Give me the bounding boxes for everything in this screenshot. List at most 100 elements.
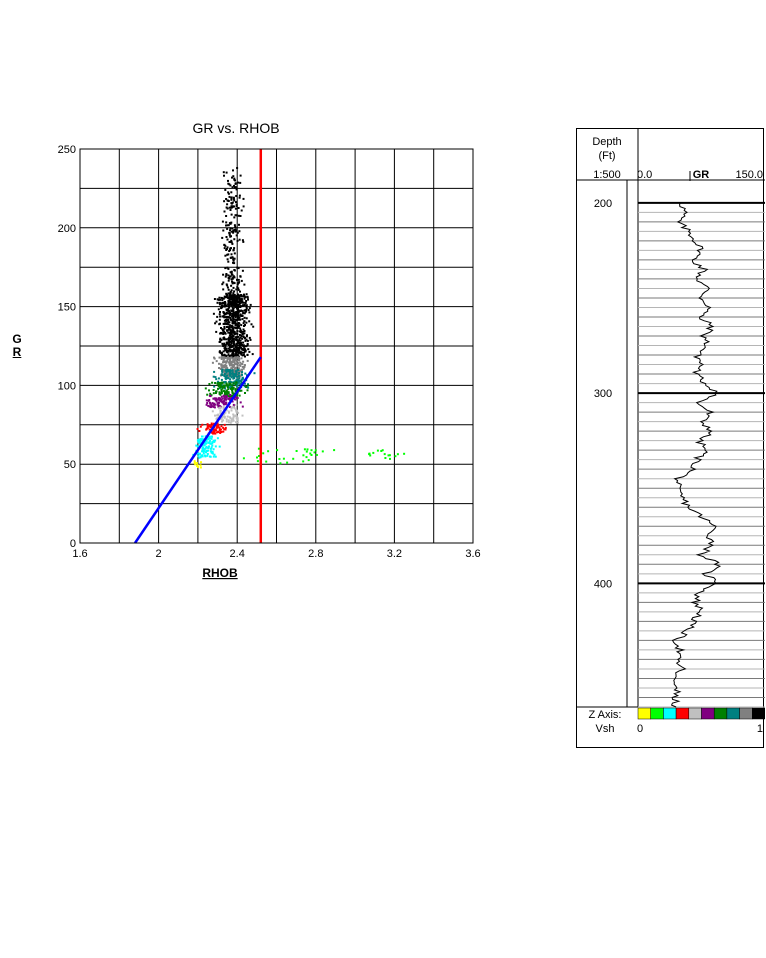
data-point: [224, 349, 227, 352]
data-point: [228, 306, 231, 309]
data-point: [212, 375, 215, 378]
data-point: [232, 377, 235, 380]
data-point: [237, 326, 240, 329]
data-point: [232, 294, 235, 297]
data-point: [243, 316, 246, 319]
gr-curve: [670, 202, 722, 708]
data-point: [231, 299, 234, 302]
zaxis-color-swatch: [663, 707, 677, 720]
data-point: [226, 368, 229, 371]
data-point: [240, 324, 243, 327]
zaxis-min-label: 0: [637, 723, 643, 735]
data-point: [231, 306, 234, 309]
data-point: [226, 294, 229, 297]
data-point: [232, 292, 235, 295]
data-point: [223, 393, 226, 396]
data-point: [224, 332, 227, 335]
data-point: [227, 224, 230, 227]
data-point: [218, 362, 220, 365]
data-point: [227, 274, 230, 277]
data-point: [219, 298, 222, 301]
data-point: [238, 295, 241, 298]
data-point: [209, 402, 212, 405]
data-point: [235, 312, 238, 315]
data-point: [232, 276, 235, 278]
plot-grid: [80, 149, 473, 543]
y-tick-label: 250: [58, 144, 76, 156]
data-point: [234, 398, 237, 401]
data-point: [234, 324, 237, 327]
data-point: [220, 395, 223, 398]
data-point: [235, 410, 238, 413]
data-point: [239, 361, 242, 364]
data-point: [228, 343, 231, 346]
data-point: [226, 356, 229, 358]
data-point: [226, 227, 229, 230]
data-point: [223, 428, 226, 431]
zaxis-color-swatch: [726, 707, 740, 720]
data-point: [220, 417, 223, 420]
data-point: [226, 238, 229, 241]
data-point: [210, 437, 213, 440]
data-point: [236, 294, 239, 297]
data-point: [236, 286, 239, 289]
data-point: [214, 322, 217, 325]
data-point: [238, 351, 241, 354]
data-point: [248, 311, 251, 314]
data-point: [227, 419, 230, 422]
data-point: [234, 296, 237, 298]
data-point: [206, 423, 209, 426]
data-point: [403, 452, 406, 455]
data-point: [230, 418, 233, 421]
data-point: [229, 371, 231, 374]
data-point: [237, 214, 240, 217]
data-point: [307, 459, 310, 462]
data-point: [234, 318, 237, 321]
data-point: [216, 403, 219, 406]
data-point: [237, 411, 240, 414]
data-point: [243, 297, 246, 300]
data-point: [220, 428, 222, 431]
data-point: [231, 256, 234, 259]
data-point: [257, 447, 260, 450]
data-point: [234, 313, 237, 316]
data-point: [237, 368, 240, 371]
data-point: [233, 199, 236, 202]
data-point: [242, 367, 245, 370]
data-point: [224, 411, 227, 414]
data-point: [195, 462, 198, 465]
data-point: [237, 355, 240, 358]
data-point: [225, 347, 228, 350]
data-point: [211, 431, 213, 434]
series-yellow: [193, 460, 202, 469]
data-point: [235, 311, 238, 313]
data-point: [225, 198, 228, 200]
data-point: [227, 200, 230, 202]
data-point: [227, 312, 230, 315]
data-point: [242, 205, 245, 208]
data-point: [228, 398, 231, 401]
data-point: [232, 315, 235, 318]
data-point: [232, 310, 235, 312]
data-point: [236, 332, 239, 335]
data-point: [217, 383, 220, 386]
data-point: [242, 354, 245, 356]
data-point: [206, 402, 209, 404]
data-point: [233, 340, 236, 343]
data-point: [235, 380, 237, 383]
data-point: [236, 421, 239, 424]
data-point: [221, 236, 224, 239]
data-point: [228, 416, 231, 419]
data-point: [223, 371, 226, 374]
data-point: [241, 330, 244, 333]
data-point: [208, 383, 211, 385]
data-point: [233, 247, 236, 250]
data-point: [228, 336, 231, 339]
data-point: [237, 309, 240, 312]
data-point: [214, 382, 217, 384]
data-point: [229, 364, 231, 367]
data-point: [241, 405, 244, 408]
data-point: [250, 323, 253, 326]
data-point: [232, 341, 235, 344]
data-point: [232, 297, 235, 300]
